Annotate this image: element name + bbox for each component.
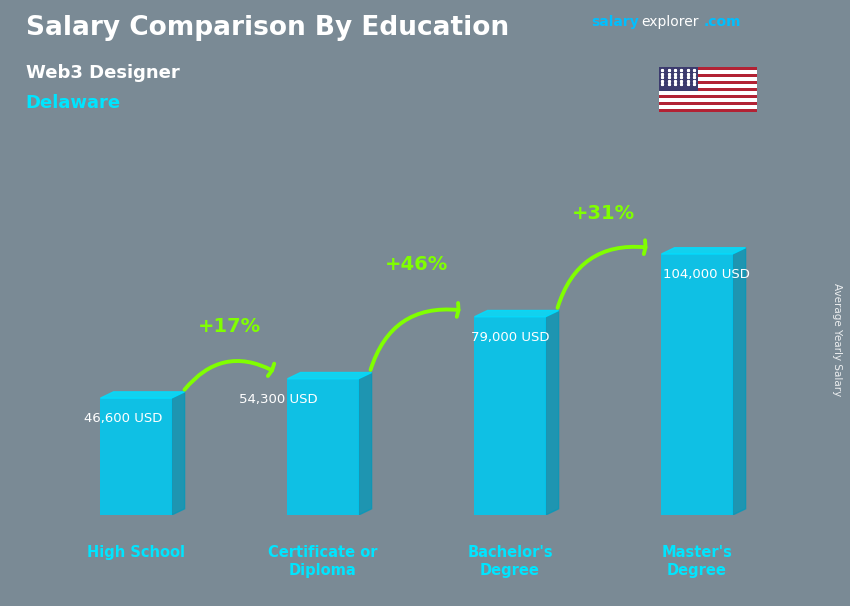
Text: Bachelor's
Degree: Bachelor's Degree [468, 545, 552, 578]
FancyBboxPatch shape [474, 317, 546, 515]
Bar [659, 98, 756, 102]
Bar [659, 46, 698, 91]
Polygon shape [287, 373, 371, 379]
Bar [659, 77, 756, 81]
Bar [659, 108, 756, 112]
Polygon shape [661, 248, 745, 254]
Text: +17%: +17% [198, 318, 261, 336]
Text: Web3 Designer: Web3 Designer [26, 64, 179, 82]
Text: +46%: +46% [385, 255, 448, 273]
Bar [659, 84, 756, 88]
Bar [659, 95, 756, 98]
Text: explorer: explorer [642, 15, 700, 29]
FancyBboxPatch shape [661, 254, 733, 515]
Bar [659, 81, 756, 84]
Text: Delaware: Delaware [26, 94, 121, 112]
Polygon shape [172, 392, 184, 515]
Polygon shape [100, 392, 184, 398]
Text: Certificate or
Diploma: Certificate or Diploma [269, 545, 377, 578]
Text: 46,600 USD: 46,600 USD [83, 412, 162, 425]
Text: .com: .com [704, 15, 741, 29]
Text: 104,000 USD: 104,000 USD [663, 268, 750, 281]
Text: Average Yearly Salary: Average Yearly Salary [832, 283, 842, 396]
FancyBboxPatch shape [100, 398, 172, 515]
Bar [659, 91, 756, 95]
Text: +31%: +31% [572, 204, 635, 224]
Bar [659, 88, 756, 91]
Text: 79,000 USD: 79,000 USD [471, 331, 549, 344]
Polygon shape [733, 248, 745, 515]
Bar [659, 105, 756, 108]
Text: Master's
Degree: Master's Degree [661, 545, 733, 578]
Bar [659, 102, 756, 105]
Polygon shape [546, 310, 558, 515]
Bar [659, 74, 756, 77]
Bar [659, 70, 756, 74]
Text: 54,300 USD: 54,300 USD [239, 393, 318, 405]
Text: High School: High School [87, 545, 185, 561]
Text: salary: salary [591, 15, 638, 29]
Polygon shape [474, 310, 558, 317]
FancyBboxPatch shape [287, 379, 359, 515]
Bar [659, 67, 756, 70]
Text: Salary Comparison By Education: Salary Comparison By Education [26, 15, 508, 41]
Polygon shape [359, 373, 371, 515]
